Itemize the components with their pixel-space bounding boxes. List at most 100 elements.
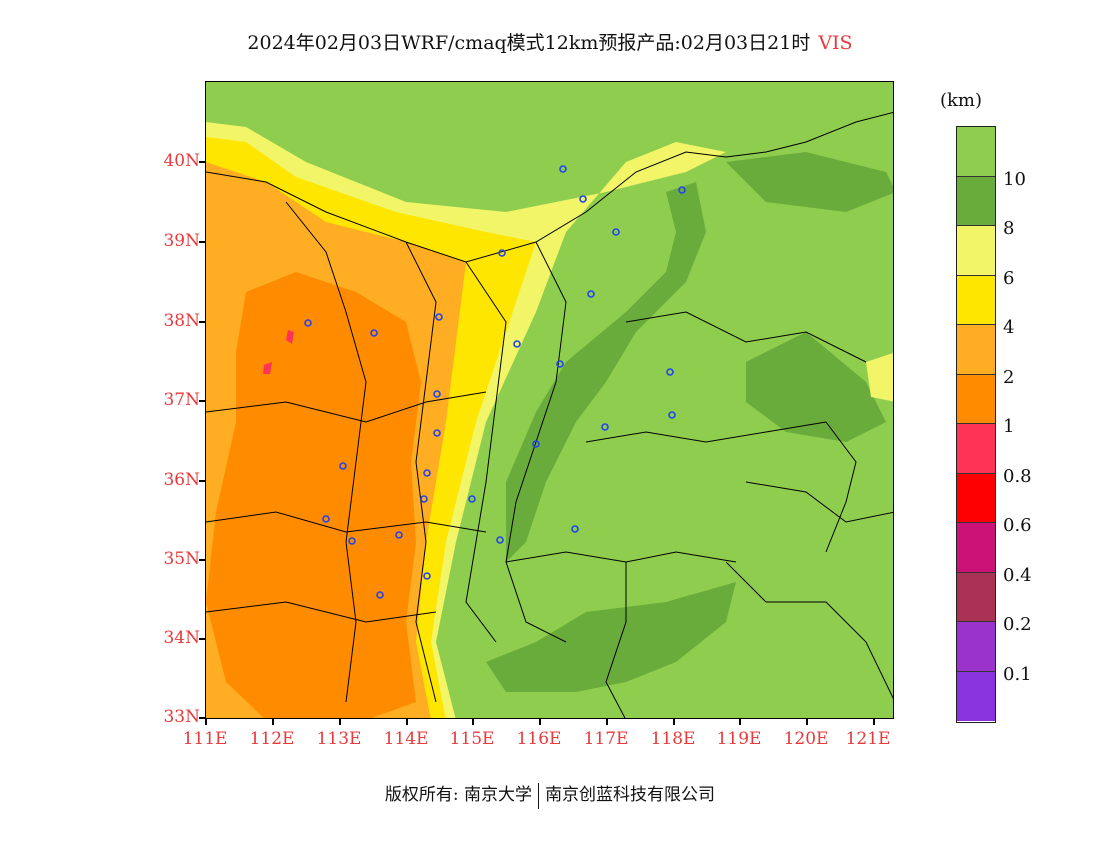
vis-spot-0p8km [263, 362, 272, 374]
vis-spot-6km-coast [866, 353, 893, 402]
legend-swatch [957, 176, 995, 226]
lon-label: 117E [583, 729, 629, 749]
legend-swatch [957, 275, 995, 325]
lat-tick [199, 638, 205, 640]
legend-level-label: 1 [1003, 416, 1015, 437]
vis-spot-0p8km-b [286, 330, 294, 344]
station-marker [395, 531, 403, 539]
legend-level-label: 0.2 [1003, 614, 1032, 635]
lat-tick [199, 717, 205, 719]
footer-separator [538, 782, 540, 809]
lat-label: 39N [163, 231, 200, 251]
station-marker [423, 572, 431, 580]
lat-label: 40N [163, 151, 200, 171]
station-marker [678, 186, 686, 194]
vis-region-8km-band [506, 182, 706, 562]
station-marker [339, 462, 347, 470]
lon-tick [806, 719, 808, 725]
legend-unit: (km) [940, 90, 983, 111]
lon-label: 114E [383, 729, 429, 749]
lat-tick [199, 480, 205, 482]
legend-swatch [957, 572, 995, 622]
map-title: 2024年02月03日WRF/cmaq模式12km预报产品:02月03日21时 V… [0, 28, 1100, 55]
vis-region-8km-northeast [726, 152, 893, 212]
forecast-map [205, 81, 894, 719]
station-marker [370, 329, 378, 337]
lon-label: 119E [716, 729, 762, 749]
station-marker [435, 313, 443, 321]
lat-label: 38N [163, 311, 200, 331]
legend-swatch [957, 622, 995, 672]
legend-level-label: 6 [1003, 268, 1015, 289]
station-marker [601, 423, 609, 431]
lon-tick [739, 719, 741, 725]
lon-label: 121E [845, 729, 891, 749]
lat-tick [199, 559, 205, 561]
footer-credits: 版权所有: 南京大学 南京创蓝科技有限公司 [0, 780, 1100, 809]
station-marker [433, 390, 441, 398]
lat-label: 33N [163, 707, 200, 727]
lon-tick [873, 719, 875, 725]
lon-tick [272, 719, 274, 725]
lon-tick [472, 719, 474, 725]
lon-label: 111E [182, 729, 228, 749]
lon-tick [205, 719, 207, 725]
lon-tick [673, 719, 675, 725]
lat-tick [199, 161, 205, 163]
vis-region-8km-south [486, 582, 736, 692]
station-marker [666, 368, 674, 376]
station-marker [376, 591, 384, 599]
station-marker [420, 495, 428, 503]
lat-label: 37N [163, 390, 200, 410]
station-marker [556, 360, 564, 368]
lat-label: 34N [163, 628, 200, 648]
legend-swatch [957, 226, 995, 276]
legend-swatch [957, 671, 995, 721]
vis-region-8km-east [746, 332, 886, 442]
legend-level-label: 10 [1003, 169, 1026, 190]
legend-swatch [957, 127, 995, 177]
station-marker [532, 440, 540, 448]
footer-copyright: 版权所有: 南京大学 [384, 785, 533, 805]
station-marker [668, 411, 676, 419]
legend-swatch [957, 473, 995, 523]
province-boundaries [206, 111, 893, 718]
lon-label: 120E [783, 729, 829, 749]
station-marker [496, 536, 504, 544]
vis-region-north [206, 82, 893, 212]
station-markers [304, 165, 686, 599]
title-main: 2024年02月03日WRF/cmaq模式12km预报产品:02月03日21时 [247, 32, 811, 54]
lat-label: 36N [163, 470, 200, 490]
lat-tick [199, 400, 205, 402]
title-variable: VIS [818, 32, 853, 54]
lon-tick [606, 719, 608, 725]
lon-label: 112E [249, 729, 295, 749]
station-marker [559, 165, 567, 173]
lon-label: 115E [449, 729, 495, 749]
station-marker [579, 195, 587, 203]
station-marker [348, 537, 356, 545]
legend-level-label: 0.1 [1003, 664, 1032, 685]
legend-swatch [957, 325, 995, 375]
lon-label: 113E [316, 729, 362, 749]
visibility-field [206, 82, 893, 718]
station-marker [498, 249, 506, 257]
legend-level-label: 4 [1003, 317, 1015, 338]
station-marker [433, 429, 441, 437]
lat-label: 35N [163, 549, 200, 569]
lon-tick [406, 719, 408, 725]
station-marker [612, 228, 620, 236]
legend-level-label: 8 [1003, 218, 1015, 239]
legend-colorbar [956, 126, 996, 723]
legend-level-label: 2 [1003, 367, 1015, 388]
legend-level-label: 0.4 [1003, 565, 1032, 586]
legend-swatch [957, 523, 995, 573]
station-marker [513, 340, 521, 348]
lon-label: 118E [650, 729, 696, 749]
footer-company: 南京创蓝科技有限公司 [545, 785, 716, 805]
station-marker [304, 319, 312, 327]
lon-tick [539, 719, 541, 725]
lat-tick [199, 241, 205, 243]
legend-swatch [957, 374, 995, 424]
vis-region-1km [206, 272, 421, 718]
